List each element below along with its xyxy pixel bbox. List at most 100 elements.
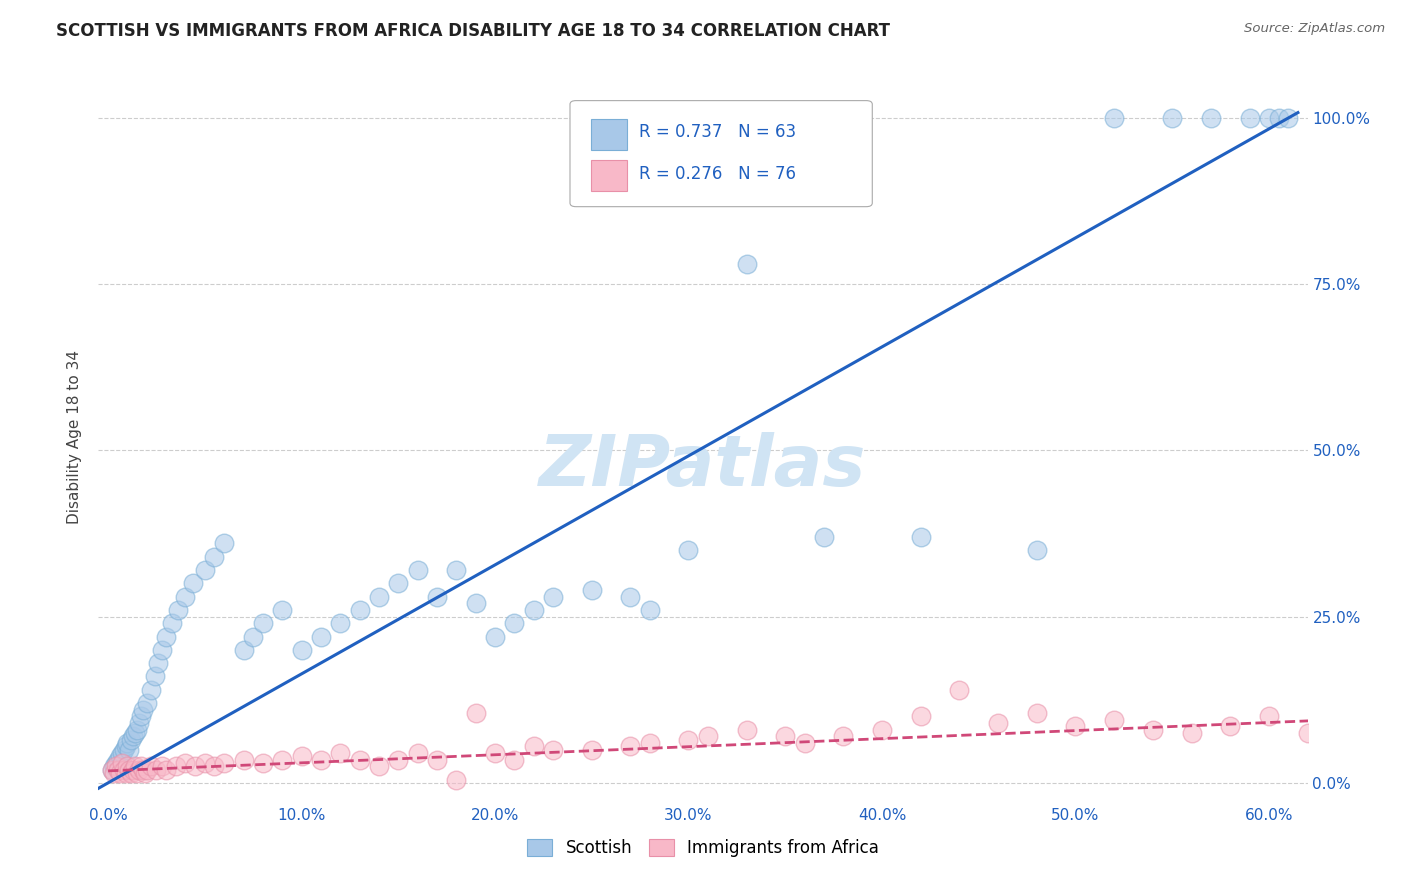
- Point: [406, 746, 429, 760]
- Point: [148, 656, 170, 670]
- Point: [1064, 719, 1087, 733]
- Text: SCOTTISH VS IMMIGRANTS FROM AFRICA DISABILITY AGE 18 TO 34 CORRELATION CHART: SCOTTISH VS IMMIGRANTS FROM AFRICA DISAB…: [56, 22, 890, 40]
- Point: [124, 759, 146, 773]
- Point: [773, 729, 796, 743]
- Point: [464, 596, 486, 610]
- Point: [139, 682, 162, 697]
- Point: [271, 603, 294, 617]
- Point: [523, 603, 546, 617]
- Point: [581, 582, 603, 597]
- Point: [1102, 111, 1125, 125]
- Point: [120, 765, 142, 780]
- Point: [111, 746, 134, 760]
- Point: [813, 530, 835, 544]
- Point: [870, 723, 893, 737]
- Point: [1296, 726, 1319, 740]
- Point: [793, 736, 815, 750]
- Legend: Scottish, Immigrants from Africa: Scottish, Immigrants from Africa: [520, 832, 886, 864]
- Point: [181, 576, 204, 591]
- Point: [184, 759, 207, 773]
- Point: [349, 753, 371, 767]
- Point: [1267, 111, 1289, 125]
- Point: [212, 756, 235, 770]
- Point: [204, 549, 226, 564]
- Point: [426, 590, 449, 604]
- Point: [1374, 716, 1396, 731]
- Point: [122, 763, 145, 777]
- Point: [114, 739, 136, 754]
- Point: [232, 643, 254, 657]
- Point: [271, 753, 294, 767]
- Point: [174, 590, 197, 604]
- Point: [143, 669, 166, 683]
- Point: [174, 756, 197, 770]
- Point: [118, 763, 141, 777]
- Point: [446, 772, 468, 787]
- Point: [112, 742, 135, 756]
- Point: [638, 603, 661, 617]
- Point: [150, 643, 173, 657]
- Point: [832, 729, 855, 743]
- Point: [503, 616, 526, 631]
- Point: [252, 616, 274, 631]
- Point: [129, 709, 152, 723]
- Point: [735, 723, 758, 737]
- Point: [101, 763, 124, 777]
- Point: [1025, 543, 1047, 558]
- Point: [406, 563, 429, 577]
- Point: [122, 729, 145, 743]
- Point: [503, 753, 526, 767]
- Point: [128, 716, 150, 731]
- Point: [194, 563, 217, 577]
- Point: [103, 759, 125, 773]
- Point: [1142, 723, 1164, 737]
- Point: [1219, 719, 1241, 733]
- Bar: [591, 160, 627, 191]
- Point: [619, 590, 641, 604]
- Point: [101, 763, 124, 777]
- Point: [464, 706, 486, 720]
- Point: [118, 742, 141, 756]
- Point: [426, 753, 449, 767]
- Point: [484, 746, 506, 760]
- Point: [127, 765, 149, 780]
- Point: [619, 739, 641, 754]
- Point: [678, 732, 700, 747]
- Point: [1277, 111, 1299, 125]
- Point: [290, 749, 312, 764]
- Point: [1161, 111, 1184, 125]
- Point: [135, 763, 157, 777]
- Point: [107, 753, 129, 767]
- Point: [1102, 713, 1125, 727]
- Point: [252, 756, 274, 770]
- Point: [145, 763, 167, 777]
- Point: [581, 742, 603, 756]
- Point: [387, 576, 409, 591]
- Point: [108, 765, 131, 780]
- Point: [108, 749, 131, 764]
- Bar: [591, 119, 627, 150]
- Point: [309, 630, 332, 644]
- Point: [446, 563, 468, 577]
- Point: [104, 759, 127, 773]
- Point: [1180, 726, 1202, 740]
- FancyBboxPatch shape: [569, 101, 872, 207]
- Point: [242, 630, 264, 644]
- Point: [107, 763, 129, 777]
- Point: [1199, 111, 1222, 125]
- Point: [128, 763, 150, 777]
- Point: [368, 590, 391, 604]
- Point: [349, 603, 371, 617]
- Point: [166, 603, 188, 617]
- Point: [910, 530, 932, 544]
- Point: [135, 696, 157, 710]
- Point: [290, 643, 312, 657]
- Point: [117, 759, 139, 773]
- Point: [1336, 723, 1358, 737]
- Point: [1239, 111, 1261, 125]
- Point: [329, 746, 352, 760]
- Point: [987, 716, 1010, 731]
- Point: [127, 723, 149, 737]
- Point: [104, 756, 127, 770]
- Point: [129, 759, 152, 773]
